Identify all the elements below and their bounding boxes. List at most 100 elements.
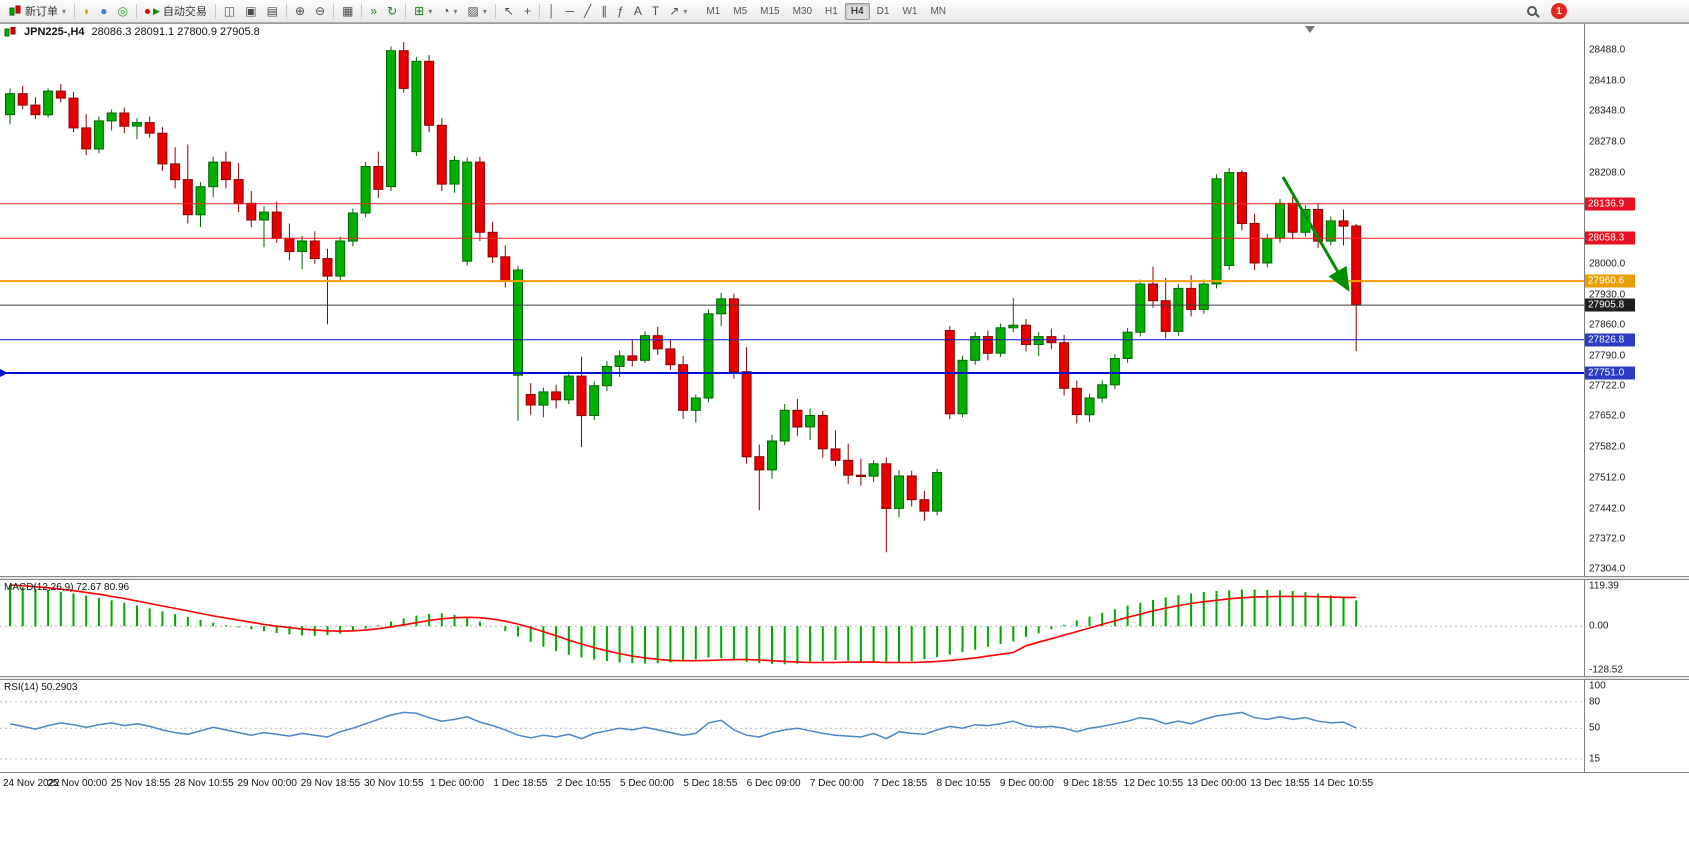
price-tick: 28208.0 xyxy=(1589,167,1626,179)
trendline-icon[interactable]: ╱ xyxy=(579,2,596,21)
toolbar-separator xyxy=(285,3,287,19)
grid-icon[interactable]: ▦ xyxy=(337,2,358,21)
time-label: 5 Dec 18:55 xyxy=(683,778,738,789)
price-tick: 27512.0 xyxy=(1589,472,1626,484)
timeframe-button-m5[interactable]: M5 xyxy=(727,3,753,20)
zoom-out-icon[interactable]: ⊖ xyxy=(310,2,330,21)
autotrading-label: 自动交易 xyxy=(162,6,207,18)
new-order-button[interactable]: 新订单 ▾ xyxy=(4,2,71,21)
templates-icon: ▨ xyxy=(467,4,479,18)
community-icon[interactable]: ◎ xyxy=(113,2,133,21)
fibonacci-icon[interactable]: ƒ xyxy=(612,2,629,21)
price-tick: 27790.0 xyxy=(1589,350,1626,362)
chart-shift-marker xyxy=(1305,26,1315,33)
arrows-icon[interactable]: ↗ ▾ xyxy=(664,2,692,21)
new-order-label: 新订单 xyxy=(25,6,58,18)
tile-windows-icon[interactable]: ◫ xyxy=(219,2,240,21)
timeframe-button-h1[interactable]: H1 xyxy=(819,3,844,20)
toolbar-separator xyxy=(333,3,335,19)
rsi-canvas[interactable] xyxy=(0,680,1584,772)
horizontal-line-icon[interactable]: ─ xyxy=(560,2,579,21)
price-tick: 27582.0 xyxy=(1589,441,1626,453)
rsi-panel: RSI(14) 50.2903 100 80 50 15 xyxy=(0,680,1689,772)
zoom-in-icon[interactable]: ⊕ xyxy=(290,2,310,21)
time-label: 29 Nov 18:55 xyxy=(300,778,361,789)
indicators-icon[interactable]: ⊞ ▾ xyxy=(409,2,437,21)
timeframe-button-m30[interactable]: M30 xyxy=(787,3,818,20)
trend-arrow[interactable] xyxy=(1281,176,1350,292)
macd-histogram xyxy=(9,586,1358,665)
label-icon[interactable]: T xyxy=(647,2,664,21)
time-label: 9 Dec 00:00 xyxy=(999,778,1054,789)
tile-windows-icon: ◫ xyxy=(223,4,236,18)
time-axis[interactable]: 24 Nov 2022 25 Nov 00:00 25 Nov 18:55 28 No… xyxy=(0,772,1689,794)
time-label: 8 Dec 10:55 xyxy=(936,778,991,789)
autotrading-button[interactable]: ▶ 自动交易 xyxy=(140,2,212,21)
price-badge: 27826.8 xyxy=(1585,333,1635,347)
time-label: 13 Dec 18:55 xyxy=(1250,778,1310,789)
play-icon: ▶ xyxy=(153,5,160,16)
horizontal-line-icon: ─ xyxy=(565,4,574,18)
timeframe-toolbar: M1 M5 M15 M30 H1 H4 D1 W1 MN xyxy=(700,2,952,20)
time-label: 1 Dec 18:55 xyxy=(493,778,548,789)
timeframe-button-m15[interactable]: M15 xyxy=(754,3,785,20)
time-label: 9 Dec 18:55 xyxy=(1063,778,1118,789)
time-label: 13 Dec 00:00 xyxy=(1186,778,1247,789)
toolbar-separator xyxy=(74,3,76,19)
rsi-axis-tick: 15 xyxy=(1589,753,1601,765)
profile-icon[interactable]: ● xyxy=(95,2,112,21)
auto-scroll-icon[interactable]: ↻ xyxy=(382,2,402,21)
price-badge: 27960.6 xyxy=(1585,274,1635,288)
panel-splitter[interactable] xyxy=(0,576,1689,580)
macd-panel: MACD(12,26,9) 72.67 80.96 119.39 0.00 -128… xyxy=(0,580,1689,676)
toolbar-icon-group-left: ◗ ● ◎ xyxy=(78,2,133,21)
macd-canvas[interactable] xyxy=(0,580,1584,676)
toolbar-separator xyxy=(361,3,363,19)
main-price-axis[interactable]: 28488.0 28418.0 28348.0 28278.0 28208.0 28000… xyxy=(1584,24,1689,576)
speaker-icon[interactable]: ◗ xyxy=(78,2,95,21)
timeframe-button-w1[interactable]: W1 xyxy=(896,3,923,20)
time-label: 5 Dec 00:00 xyxy=(620,778,674,789)
price-tick: 27304.0 xyxy=(1589,563,1626,575)
templates-icon[interactable]: ▨ ▾ xyxy=(463,2,492,21)
toolbar-separator xyxy=(405,3,407,19)
vertical-line-icon: │ xyxy=(547,4,556,18)
panel-splitter[interactable] xyxy=(0,676,1689,680)
text-icon[interactable]: A xyxy=(629,2,647,21)
arrange-windows-icon: ▤ xyxy=(266,4,278,18)
rsi-plot[interactable]: RSI(14) 50.2903 xyxy=(0,680,1584,772)
rsi-axis-tick: 100 xyxy=(1589,680,1606,692)
timeframe-button-m1[interactable]: M1 xyxy=(700,3,726,20)
grid-icon: ▦ xyxy=(342,4,354,18)
indicators-icon: ⊞ xyxy=(414,4,425,18)
crosshair-icon: + xyxy=(523,4,531,18)
level-anchor xyxy=(0,369,8,378)
chevron-down-icon: ▾ xyxy=(453,6,458,16)
timeframe-button-h4[interactable]: H4 xyxy=(844,2,870,20)
time-label: 25 Nov 18:55 xyxy=(110,778,171,789)
macd-plot[interactable]: MACD(12,26,9) 72.67 80.96 xyxy=(0,580,1584,676)
macd-axis[interactable]: 119.39 0.00 -128.52 xyxy=(1584,580,1689,676)
rsi-axis[interactable]: 100 80 50 15 xyxy=(1584,680,1689,772)
main-chart-plot[interactable]: JPN225-,H4 28086.3 28091.1 27800.9 27905… xyxy=(0,24,1584,576)
cascade-windows-icon[interactable]: ▣ xyxy=(240,2,261,21)
arrange-windows-icon[interactable]: ▤ xyxy=(262,2,283,21)
channel-icon[interactable]: ∥ xyxy=(596,2,612,21)
chart-shift-icon: » xyxy=(370,4,378,18)
vertical-line-icon[interactable]: │ xyxy=(543,2,561,21)
search-icon[interactable] xyxy=(1527,6,1537,16)
main-chart-canvas[interactable] xyxy=(0,24,1584,576)
time-label: 7 Dec 00:00 xyxy=(809,778,864,789)
price-tick: 28488.0 xyxy=(1589,44,1626,56)
cursor-icon[interactable]: ↖ xyxy=(499,2,519,21)
chevron-down-icon: ▾ xyxy=(428,6,433,16)
price-badge: 28058.3 xyxy=(1585,231,1635,245)
notification-badge[interactable]: 1 xyxy=(1551,3,1567,19)
chart-shift-icon[interactable]: » xyxy=(365,2,382,21)
timeframe-button-d1[interactable]: D1 xyxy=(871,3,896,20)
timeframe-button-mn[interactable]: MN xyxy=(924,3,952,20)
crosshair-icon[interactable]: + xyxy=(519,2,536,21)
periods-icon[interactable]: ◔ ▾ xyxy=(437,2,462,21)
fibonacci-icon: ƒ xyxy=(617,4,624,18)
time-label: 24 Nov 2022 xyxy=(3,778,60,789)
